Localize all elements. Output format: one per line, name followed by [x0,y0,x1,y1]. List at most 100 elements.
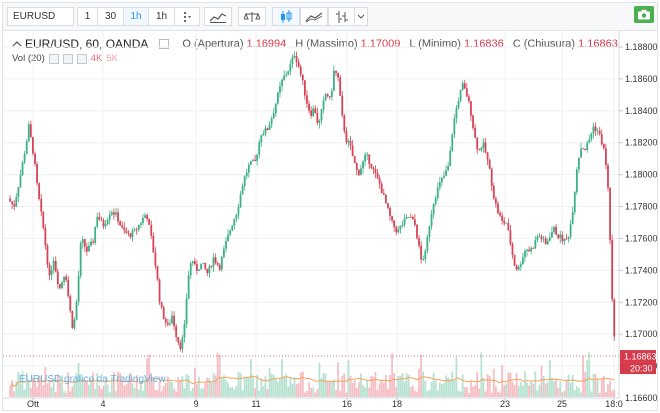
volume-bar [598,392,601,397]
candle-down [38,183,41,199]
volume-bar [69,391,72,397]
candle-up [588,139,591,143]
tradingview-attribution[interactable]: EURUSD grafico da TradingView [19,374,166,385]
volume-bar [526,382,528,397]
volume-bar [173,388,175,397]
volume-bar [397,375,400,397]
time-axis[interactable]: Ott 4 9 11 16 18 23 25 18:0 [27,398,623,409]
candle-up [245,172,248,177]
candle-down [11,201,14,205]
volume-bar [497,391,499,397]
candle-down [125,230,128,234]
symbol-search-field[interactable]: EURUSD [7,7,74,26]
volume-bar [67,372,70,397]
volume-bar [63,391,65,397]
candle-up [322,100,325,110]
volume-bar [478,388,481,397]
volume-bar [233,389,236,397]
volume-bar [401,373,404,397]
candle-down [368,154,371,164]
candle-down [355,163,358,170]
price-axis[interactable]: 1.18800 1.18600 1.18400 1.18200 1.18000 1.178… [619,42,658,403]
top-toolbar: EURUSD 1 30 1h 1h [3,3,657,31]
candle-up [330,90,333,98]
volume-bar [260,378,263,397]
volume-bar [225,379,227,397]
volume-bar [426,391,429,397]
candle-up [459,90,462,101]
volume-close-icon[interactable] [76,53,87,64]
volume-bar [135,375,138,397]
candle-down [59,284,61,288]
volume-bar [34,382,36,397]
candle-down [484,142,487,153]
volume-bar [420,354,423,397]
candle-down [92,241,95,243]
candle-up [223,248,225,257]
candle-up [268,124,271,130]
compare-scale-icon[interactable] [238,7,266,26]
volume-bar [216,352,219,397]
candle-down [102,220,105,227]
candle-down [328,95,331,98]
volume-bar [204,382,207,397]
camera-icon[interactable] [634,6,654,23]
candle-up [110,212,113,215]
volume-bar [48,380,51,397]
indicators-icon[interactable] [204,7,232,26]
collapse-chevron-icon[interactable] [12,40,22,48]
visibility-toggle-icon[interactable] [159,39,170,49]
candle-down [411,217,414,220]
time-tick-label: 18:0 [605,399,623,409]
candle-down [310,110,313,116]
volume-bar [310,387,313,397]
last-price-labels: 1.16863 20:30 [620,350,657,375]
volume-bar [430,382,433,397]
candle-up [405,216,408,219]
volume-bar [362,384,364,397]
volume-bar [540,365,543,397]
candle-down [216,262,219,265]
candle-down [173,315,175,327]
candle-down [418,238,420,246]
volume-bar [266,389,269,397]
candle-up [52,260,55,270]
candles-icon[interactable] [272,7,300,26]
price-tick-label: 1.17000 [625,329,658,339]
candle-up [536,236,539,241]
candle-down [121,225,124,228]
candle-down [158,279,161,303]
volume-bar [293,377,296,397]
volume-bar [409,387,412,397]
candle-up [567,236,570,239]
volume-bar [551,377,553,397]
candle-up [220,256,223,270]
candle-down [380,183,383,194]
volume-bar [436,390,439,397]
candle-down [515,265,518,270]
candle-down [9,198,11,202]
volume-bar [177,377,180,397]
volume-bar [565,379,568,397]
volume-bar [210,381,213,397]
candle-up [79,243,82,276]
candle-down [254,159,256,161]
candle-up [441,177,443,183]
vertical-dots-icon[interactable] [174,7,200,26]
candle-down [123,227,126,231]
volume-bar [79,377,82,397]
volume-settings-icon[interactable] [62,53,73,64]
volume-visibility-icon[interactable] [48,53,59,64]
volume-bar [52,378,55,397]
volume-bar [162,385,165,397]
candle-down [565,238,568,240]
last-price-value: 1.16863 [624,352,657,362]
volume-bar [461,374,464,397]
volume-bar [548,360,551,397]
volume-bar [270,373,273,397]
chevron-down-icon[interactable] [354,7,368,26]
candle-down [214,257,217,263]
candle-up [455,108,458,119]
area-chart-icon[interactable] [300,7,328,26]
